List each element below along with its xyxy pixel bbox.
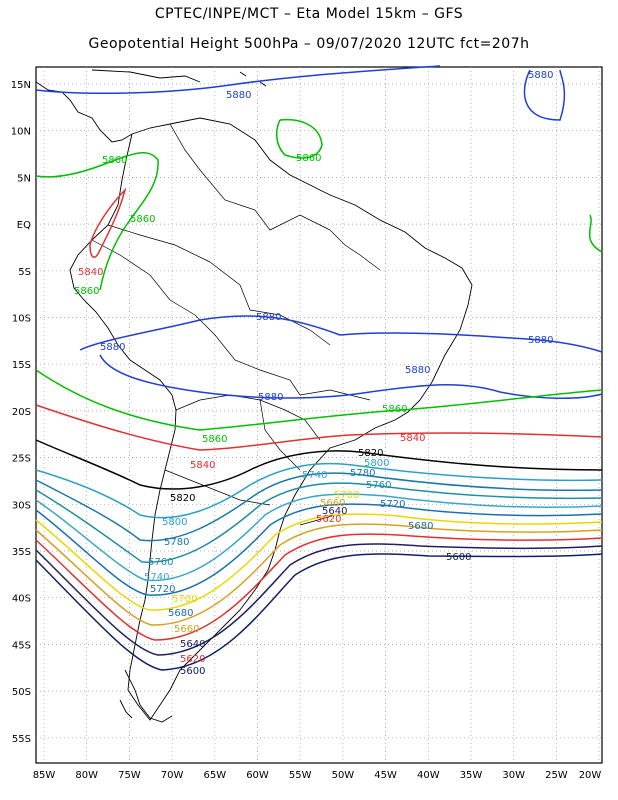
contour-label-5680: 5680	[408, 521, 433, 532]
contour-label-5880: 5880	[405, 365, 430, 376]
contour-label-5720: 5720	[380, 499, 405, 510]
lon-label: 30W	[502, 770, 525, 781]
contour-label-5600: 5600	[446, 552, 471, 563]
lat-label: 40S	[12, 594, 31, 605]
lon-label: 75W	[118, 770, 141, 781]
contour-label-5860: 5860	[102, 155, 127, 166]
contour-label-5680: 5680	[168, 608, 193, 619]
contour-label-5700: 5700	[334, 490, 359, 501]
lat-label: 25S	[12, 454, 31, 465]
contour-label-5820: 5820	[170, 493, 195, 504]
contour-labels: 5880 5880 5880 5880 5880 5880 5880 5860 …	[74, 70, 553, 677]
lon-label: 20W	[579, 770, 602, 781]
contour-label-5740: 5740	[144, 572, 169, 583]
lon-label: 55W	[289, 770, 312, 781]
lat-label: 35S	[12, 547, 31, 558]
lat-label: 15N	[11, 80, 31, 91]
contour-label-5660: 5660	[174, 624, 199, 635]
contour-label-5880: 5880	[528, 335, 553, 346]
lon-label: 40W	[417, 770, 440, 781]
contour-label-5640: 5640	[180, 639, 205, 650]
lon-label: 25W	[545, 770, 568, 781]
contour-label-5860: 5860	[130, 214, 155, 225]
lat-label: 5S	[18, 267, 31, 278]
contour-label-5880: 5880	[258, 392, 283, 403]
title-line-2: Geopotential Height 500hPa – 09/07/2020 …	[88, 36, 530, 52]
map-frame	[35, 66, 603, 764]
contour-label-5740: 5740	[302, 470, 327, 481]
lat-label: 45S	[12, 640, 31, 651]
lat-label: EQ	[17, 220, 31, 231]
contour-label-5840: 5840	[78, 267, 103, 278]
lat-label: 30S	[12, 500, 31, 511]
contour-label-5880: 5880	[528, 70, 553, 81]
contour-label-5860: 5860	[202, 434, 227, 445]
contours	[35, 65, 603, 671]
coastlines	[35, 69, 473, 723]
lon-label: 35W	[460, 770, 483, 781]
contour-label-5700: 5700	[172, 594, 197, 605]
contour-label-5760: 5760	[366, 480, 391, 491]
contour-label-5860: 5860	[74, 286, 99, 297]
lon-label: 60W	[246, 770, 269, 781]
contour-label-5880: 5880	[256, 312, 281, 323]
contour-label-5880: 5880	[100, 342, 125, 353]
contour-label-5620: 5620	[180, 654, 205, 665]
contour-label-5780: 5780	[164, 537, 189, 548]
contour-label-5800: 5800	[364, 458, 389, 469]
country-borders	[91, 123, 381, 506]
lon-label: 80W	[75, 770, 98, 781]
lon-label: 65W	[203, 770, 226, 781]
contour-label-5860: 5860	[382, 404, 407, 415]
axis-ticks: 15N 10N 5N EQ 5S 10S 15S 20S 25S 30S 35S 40S 45S 50S 5…	[11, 80, 602, 781]
lat-label: 50S	[12, 687, 31, 698]
title-line-1: CPTEC/INPE/MCT – Eta Model 15km – GFS	[154, 6, 464, 22]
lon-label: 50W	[332, 770, 355, 781]
contour-label-5820: 5820	[358, 448, 383, 459]
contour-label-5620: 5620	[316, 514, 341, 525]
contour-label-5660: 5660	[320, 498, 345, 509]
contour-label-5720: 5720	[150, 584, 175, 595]
contour-label-5600: 5600	[180, 666, 205, 677]
lon-label: 70W	[161, 770, 184, 781]
contour-label-5840: 5840	[190, 460, 215, 471]
lat-label: 5N	[17, 173, 31, 184]
contour-label-5860: 5860	[296, 153, 321, 164]
lat-label: 10S	[12, 314, 31, 325]
contour-label-5760: 5760	[148, 557, 173, 568]
lon-label: 45W	[374, 770, 397, 781]
contour-label-5800: 5800	[162, 517, 187, 528]
graticule	[36, 67, 602, 763]
lat-label: 10N	[11, 127, 31, 138]
lon-label: 85W	[33, 770, 56, 781]
lat-label: 20S	[12, 407, 31, 418]
lat-label: 15S	[12, 360, 31, 371]
contour-label-5840: 5840	[400, 433, 425, 444]
lat-label: 55S	[12, 734, 31, 745]
contour-label-5780: 5780	[350, 468, 375, 479]
contour-label-5640: 5640	[322, 506, 347, 517]
contour-label-5880: 5880	[226, 90, 251, 101]
